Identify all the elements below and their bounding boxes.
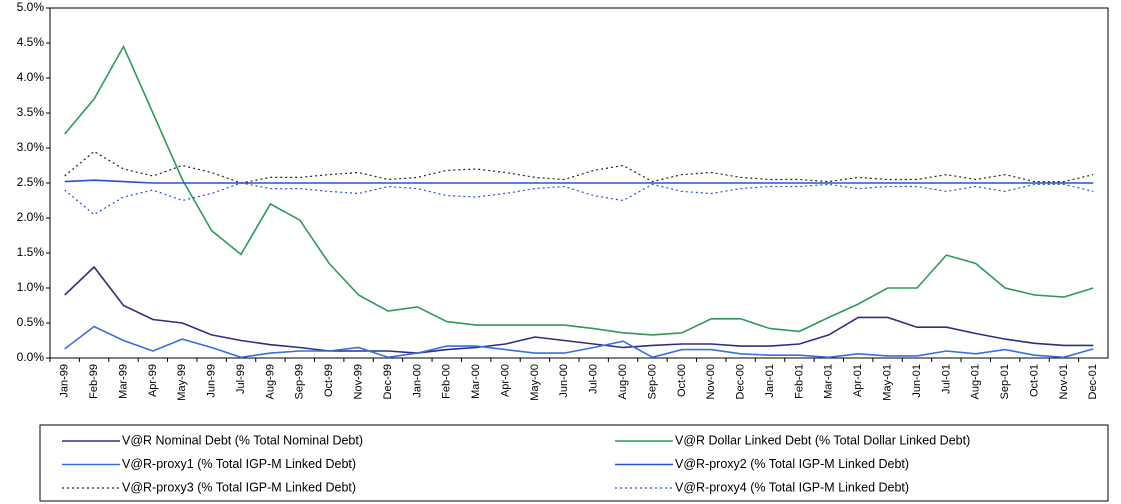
x-tick-label: Sep-00: [646, 364, 658, 399]
y-tick-label: 1.5%: [17, 245, 45, 259]
x-tick-label: Jul-01: [940, 364, 952, 394]
y-tick-label: 3.5%: [17, 105, 45, 119]
x-tick-label: Oct-99: [323, 364, 335, 397]
x-tick-label: Nov-00: [705, 364, 717, 399]
legend-label: V@R-proxy1 (% Total IGP-M Linked Debt): [122, 457, 356, 471]
x-tick-label: May-01: [881, 364, 893, 401]
y-tick-label: 3.0%: [17, 140, 45, 154]
x-tick-label: Jul-99: [235, 364, 247, 394]
y-tick-label: 2.0%: [17, 210, 45, 224]
series-line: [64, 325, 1094, 359]
x-tick-label: Nov-99: [352, 364, 364, 399]
series-line: [64, 182, 1094, 216]
y-tick-label: 4.5%: [17, 35, 45, 49]
legend-box: [39, 424, 1109, 502]
x-tick-label: Oct-01: [1028, 364, 1040, 397]
y-tick-label: 4.0%: [17, 70, 45, 84]
x-tick-label: Aug-00: [617, 364, 629, 399]
x-tick-label: Mar-00: [470, 364, 482, 399]
x-tick-label: May-00: [529, 364, 541, 401]
y-tick-label: 2.5%: [17, 175, 45, 189]
x-tick-label: Feb-99: [88, 364, 100, 399]
x-tick-label: Jan-01: [764, 364, 776, 398]
x-tick-label: Feb-01: [793, 364, 805, 399]
x-tick-label: Jul-00: [588, 364, 600, 394]
x-tick-label: Jan-00: [411, 364, 423, 398]
series-line: [64, 150, 1094, 184]
x-tick-label: Jan-99: [59, 364, 71, 398]
x-tick-label: Jun-99: [206, 364, 218, 398]
x-tick-label: Apr-01: [852, 364, 864, 397]
x-tick-label: Mar-01: [823, 364, 835, 399]
x-tick-label: Mar-99: [117, 364, 129, 399]
x-tick-label: Apr-00: [499, 364, 511, 397]
y-tick-label: 0.0%: [17, 350, 45, 364]
series-line: [64, 265, 1094, 354]
legend-label: V@R Nominal Debt (% Total Nominal Debt): [122, 433, 363, 447]
x-tick-label: Sep-01: [999, 364, 1011, 399]
legend-label: V@R-proxy4 (% Total IGP-M Linked Debt): [675, 480, 909, 494]
x-tick-label: Dec-01: [1087, 364, 1099, 399]
y-tick-label: 0.5%: [17, 315, 45, 329]
y-tick-label: 5.0%: [17, 0, 45, 14]
x-tick-label: Feb-00: [441, 364, 453, 399]
legend-label: V@R Dollar Linked Debt (% Total Dollar L…: [675, 433, 970, 447]
x-tick-label: Nov-01: [1058, 364, 1070, 399]
series-line: [64, 44, 1094, 336]
y-tick-label: 1.0%: [17, 280, 45, 294]
legend-label: V@R-proxy2 (% Total IGP-M Linked Debt): [675, 457, 909, 471]
series-line: [64, 179, 1094, 184]
x-tick-label: Jun-01: [911, 364, 923, 398]
x-tick-label: Aug-99: [264, 364, 276, 399]
x-tick-label: Jun-00: [558, 364, 570, 398]
x-tick-label: Aug-01: [970, 364, 982, 399]
x-tick-label: Oct-00: [676, 364, 688, 397]
x-tick-label: Dec-00: [735, 364, 747, 399]
x-tick-label: Sep-99: [294, 364, 306, 399]
x-tick-label: Apr-99: [147, 364, 159, 397]
x-tick-label: May-99: [176, 364, 188, 401]
legend-label: V@R-proxy3 (% Total IGP-M Linked Debt): [122, 480, 356, 494]
x-tick-label: Dec-99: [382, 364, 394, 399]
